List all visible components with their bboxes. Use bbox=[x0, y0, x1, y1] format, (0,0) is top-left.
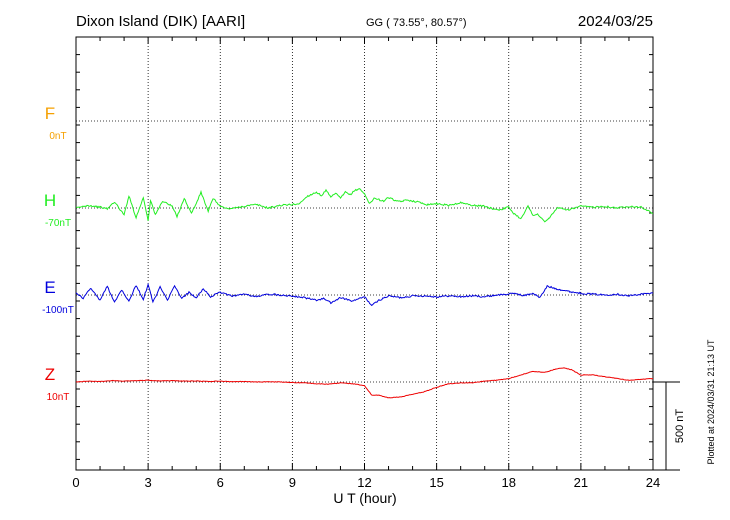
x-axis-label: U T (hour) bbox=[333, 490, 396, 506]
series-name-label: E bbox=[44, 278, 55, 297]
series-line-e bbox=[75, 282, 654, 307]
series-baseline-label: -100nT bbox=[42, 305, 74, 316]
coords-label: GG ( 73.55°, 80.57°) bbox=[366, 17, 467, 29]
x-tick-label: 3 bbox=[145, 475, 152, 490]
plotted-note: Plotted at 2024/03/31 21:13 UT bbox=[706, 339, 716, 465]
series-baseline-label: 0nT bbox=[49, 131, 66, 142]
series-name-label: H bbox=[44, 191, 56, 210]
series-labels: F 0nT H -70nT E -100nT Z 10nT bbox=[42, 104, 74, 403]
x-tick-label: 0 bbox=[72, 475, 79, 490]
station-title: Dixon Island (DIK) [AARI] bbox=[76, 13, 245, 30]
series-baseline-label: -70nT bbox=[45, 218, 71, 229]
date-label: 2024/03/25 bbox=[578, 13, 653, 30]
series-name-label: Z bbox=[45, 365, 55, 384]
x-tick-label: 18 bbox=[502, 475, 516, 490]
gridlines bbox=[76, 37, 653, 470]
x-tick-label: 21 bbox=[574, 475, 588, 490]
scale-bar-label: 500 nT bbox=[674, 409, 686, 444]
x-tick-label: 12 bbox=[357, 475, 371, 490]
axis-ticks bbox=[75, 37, 654, 470]
x-tick-label: 6 bbox=[217, 475, 224, 490]
scale-bar: 500 nT bbox=[653, 381, 686, 471]
x-tick-labels: 0 3 6 9 12 15 18 21 24 bbox=[72, 475, 660, 490]
series-traces bbox=[75, 188, 654, 399]
series-line-z bbox=[75, 367, 654, 399]
series-baseline-label: 10nT bbox=[47, 392, 70, 403]
series-name-label: F bbox=[45, 104, 55, 123]
series-line-h bbox=[76, 188, 654, 223]
x-tick-label: 15 bbox=[429, 475, 443, 490]
x-tick-label: 24 bbox=[646, 475, 660, 490]
x-tick-label: 9 bbox=[289, 475, 296, 490]
